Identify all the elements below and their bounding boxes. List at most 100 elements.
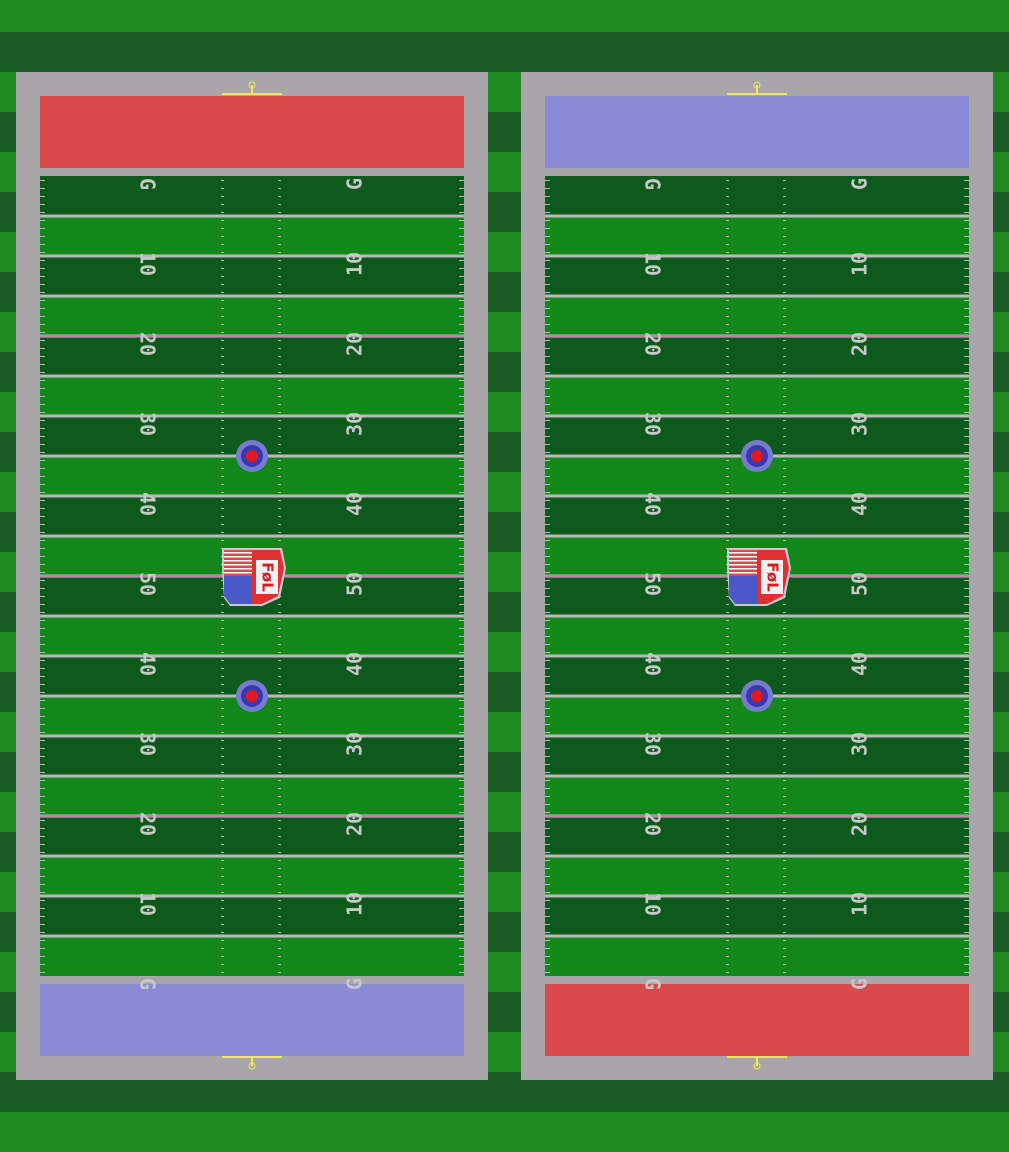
yard-line — [40, 654, 464, 658]
logo-stripe — [729, 564, 757, 566]
sideline-tick — [545, 940, 550, 941]
sideline-tick — [964, 868, 969, 869]
hash-mark — [783, 876, 786, 877]
hash-mark — [278, 188, 281, 189]
sideline-tick — [545, 500, 550, 501]
yard-line — [40, 734, 464, 738]
hash-mark — [221, 812, 224, 813]
sideline-tick — [459, 668, 464, 669]
sideline-tick — [545, 420, 550, 421]
hash-mark — [726, 884, 729, 885]
sideline-tick — [459, 844, 464, 845]
hash-mark — [221, 956, 224, 957]
hash-mark — [726, 708, 729, 709]
logo-text-panel — [256, 560, 278, 594]
sideline-tick — [964, 492, 969, 493]
sideline-tick — [459, 508, 464, 509]
sideline-tick — [459, 820, 464, 821]
sideline-tick — [459, 532, 464, 533]
yard-number: 10 — [136, 252, 160, 276]
sideline-tick — [545, 252, 550, 253]
hash-mark — [726, 820, 729, 821]
hash-mark — [783, 748, 786, 749]
sideline-tick — [40, 812, 45, 813]
hash-mark — [783, 540, 786, 541]
sideline-tick — [40, 716, 45, 717]
hash-mark — [221, 740, 224, 741]
sideline-tick — [964, 804, 969, 805]
logo-text-panel — [761, 560, 783, 594]
hash-mark — [783, 468, 786, 469]
hash-mark — [278, 772, 281, 773]
sideline-tick — [40, 292, 45, 293]
hash-mark — [221, 436, 224, 437]
hash-mark — [783, 612, 786, 613]
goalpost-bottom-stem — [756, 1057, 758, 1066]
yard-line — [545, 534, 969, 538]
sideline-tick — [545, 276, 550, 277]
sideline-tick — [545, 284, 550, 285]
sideline-tick — [40, 300, 45, 301]
yard-number: 40 — [848, 652, 872, 676]
sideline-tick — [40, 180, 45, 181]
hash-mark — [221, 908, 224, 909]
hash-mark — [726, 188, 729, 189]
yard-number: G — [848, 978, 872, 990]
hash-mark — [221, 284, 224, 285]
logo-stripe — [224, 572, 252, 574]
hash-mark — [221, 220, 224, 221]
sideline-tick — [40, 356, 45, 357]
sideline-tick — [545, 740, 550, 741]
yard-band — [40, 936, 464, 976]
hash-mark — [783, 324, 786, 325]
hash-mark — [221, 612, 224, 613]
sideline-tick — [964, 876, 969, 877]
hash-mark — [783, 668, 786, 669]
sideline-tick — [40, 460, 45, 461]
hash-mark — [221, 676, 224, 677]
hash-mark — [783, 716, 786, 717]
sideline-tick — [459, 364, 464, 365]
endzone-top — [40, 96, 464, 168]
hash-mark — [726, 748, 729, 749]
sideline-tick — [459, 652, 464, 653]
yard-number: 50 — [343, 572, 367, 596]
hash-mark — [278, 340, 281, 341]
sideline-tick — [459, 196, 464, 197]
sideline-tick — [459, 284, 464, 285]
hash-mark — [726, 236, 729, 237]
hash-mark — [278, 836, 281, 837]
hash-mark — [726, 772, 729, 773]
sideline-tick — [40, 444, 45, 445]
sideline-tick — [964, 748, 969, 749]
sideline-tick — [964, 452, 969, 453]
hash-mark — [726, 764, 729, 765]
league-logo: FøL — [727, 548, 791, 606]
sideline-tick — [459, 180, 464, 181]
hash-mark — [783, 820, 786, 821]
sideline-tick — [545, 444, 550, 445]
sideline-tick — [40, 748, 45, 749]
hash-mark — [221, 500, 224, 501]
logo-stripe — [729, 572, 757, 574]
sideline-tick — [964, 220, 969, 221]
sideline-tick — [459, 884, 464, 885]
hash-mark — [726, 220, 729, 221]
hash-mark — [726, 908, 729, 909]
hash-mark — [278, 924, 281, 925]
hash-mark — [783, 644, 786, 645]
hash-mark — [278, 740, 281, 741]
sideline-tick — [40, 428, 45, 429]
sideline-tick — [545, 932, 550, 933]
hash-mark — [783, 500, 786, 501]
yard-line — [545, 774, 969, 778]
sideline-tick — [545, 748, 550, 749]
sideline-tick — [459, 596, 464, 597]
sideline-tick — [964, 700, 969, 701]
sideline-tick — [459, 420, 464, 421]
hash-mark — [783, 420, 786, 421]
logo-stripe — [729, 552, 757, 554]
hash-mark — [278, 604, 281, 605]
sideline-tick — [545, 756, 550, 757]
sideline-tick — [459, 836, 464, 837]
